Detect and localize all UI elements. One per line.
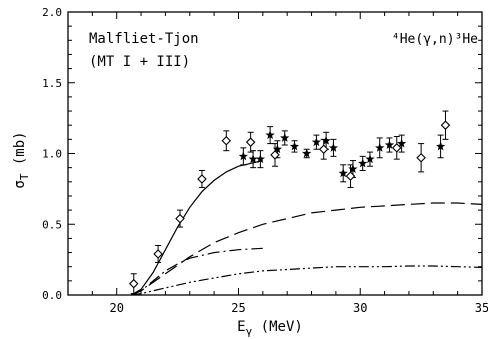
data-point-diamond bbox=[175, 213, 185, 224]
data-point-diamond bbox=[391, 143, 402, 153]
y-tick-label: 1.0 bbox=[42, 148, 62, 161]
data-point-diamond bbox=[345, 171, 356, 181]
data-point-star bbox=[311, 137, 322, 147]
axis-ticks: 20 25 30 35 0.0 0.5 1.0 1.5 2.0 bbox=[42, 6, 488, 315]
data-point-star bbox=[302, 148, 312, 158]
data-point-diamond bbox=[128, 278, 139, 289]
data-point-star bbox=[358, 158, 368, 168]
data-point-star bbox=[265, 130, 275, 139]
y-axis-label-main: σ bbox=[12, 180, 28, 188]
data-point-diamond bbox=[318, 144, 329, 155]
data-point-diamond bbox=[197, 174, 207, 184]
data-point-star bbox=[396, 138, 407, 148]
data-point-star bbox=[436, 141, 446, 151]
x-tick-label: 25 bbox=[231, 301, 245, 315]
curve-solid bbox=[130, 160, 263, 296]
data-point-diamond bbox=[153, 249, 163, 259]
curve-long-dash bbox=[131, 202, 483, 296]
y-axis-label: σT (mb) bbox=[12, 131, 31, 188]
data-point-star bbox=[338, 168, 348, 178]
y-tick-label: 1.5 bbox=[42, 77, 62, 90]
data-point-diamond bbox=[221, 135, 232, 146]
annotation-reaction: ⁴He(γ,n)³He bbox=[392, 32, 478, 47]
x-axis-label-main: E bbox=[237, 319, 245, 335]
data-point-star bbox=[384, 140, 395, 149]
y-axis-label-sub: T bbox=[18, 173, 31, 180]
data-points bbox=[128, 110, 451, 295]
data-point-diamond bbox=[416, 152, 426, 163]
x-axis-label-sub: γ bbox=[246, 325, 253, 338]
data-point-diamond bbox=[270, 150, 280, 160]
y-tick-label: 0.5 bbox=[42, 218, 62, 231]
data-point-star bbox=[248, 154, 258, 164]
data-point-star bbox=[365, 154, 375, 164]
y-tick-label: 2.0 bbox=[42, 6, 62, 19]
data-point-diamond bbox=[245, 137, 256, 147]
data-point-diamond bbox=[440, 120, 451, 130]
x-tick-label: 30 bbox=[353, 301, 367, 315]
x-tick-label: 20 bbox=[109, 301, 123, 315]
y-axis-label-unit: (mb) bbox=[12, 131, 28, 173]
x-tick-label: 35 bbox=[475, 301, 488, 315]
curve-dash-dot bbox=[131, 247, 263, 296]
data-point-star bbox=[289, 141, 300, 151]
data-point-star bbox=[375, 142, 385, 152]
y-tick-label: 0.0 bbox=[42, 289, 62, 302]
x-axis-label: Eγ (MeV) bbox=[237, 319, 303, 338]
data-point-star bbox=[280, 133, 290, 142]
annotation-left-1: Malfliet-Tjon bbox=[89, 31, 199, 47]
data-point-star bbox=[328, 142, 339, 152]
theory-curves bbox=[130, 160, 483, 296]
annotation-left-2: (MT I + III) bbox=[89, 54, 190, 70]
x-axis-label-unit: (MeV) bbox=[252, 319, 303, 335]
data-point-star bbox=[238, 151, 248, 161]
data-point-star bbox=[255, 154, 266, 164]
curve-dash-dot-dot bbox=[131, 265, 483, 296]
